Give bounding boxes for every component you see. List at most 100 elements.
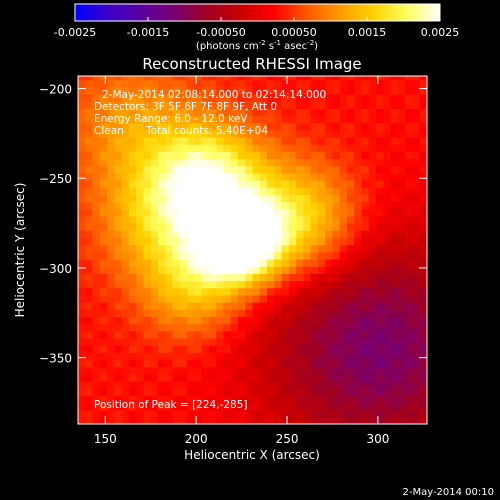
heatmap-cell bbox=[397, 165, 406, 174]
heatmap-cell bbox=[397, 144, 406, 152]
heatmap-cell bbox=[172, 258, 181, 267]
heatmap-cell bbox=[179, 208, 188, 217]
heatmap-cell bbox=[230, 395, 239, 404]
heatmap-cell bbox=[419, 345, 427, 353]
heatmap-cell bbox=[397, 287, 406, 296]
heatmap-cell bbox=[237, 122, 246, 131]
heatmap-cell bbox=[412, 79, 421, 88]
heatmap-cell bbox=[252, 76, 261, 81]
heatmap-cell bbox=[397, 345, 406, 353]
heatmap-cell bbox=[237, 380, 246, 389]
heatmap-cell bbox=[281, 409, 290, 418]
heatmap-cell bbox=[85, 294, 94, 303]
heatmap-cell bbox=[92, 180, 101, 188]
heatmap-cell bbox=[136, 158, 145, 167]
heatmap-cell bbox=[99, 223, 108, 231]
heatmap-cell bbox=[230, 136, 239, 145]
heatmap-cell bbox=[339, 172, 348, 181]
heatmap-cell bbox=[361, 129, 370, 138]
heatmap-cell bbox=[78, 302, 86, 310]
heatmap-cell bbox=[288, 258, 297, 267]
heatmap-cell bbox=[114, 330, 123, 339]
heatmap-cell bbox=[172, 366, 181, 375]
heatmap-cell bbox=[237, 388, 246, 396]
heatmap-cell bbox=[201, 86, 210, 95]
heatmap-cell bbox=[383, 129, 392, 138]
heatmap-cell bbox=[339, 136, 348, 145]
heatmap-cell bbox=[85, 309, 94, 317]
heatmap-cell bbox=[201, 115, 210, 124]
heatmap-cell bbox=[157, 194, 166, 203]
heatmap-cell bbox=[274, 230, 283, 239]
heatmap-cell bbox=[412, 115, 421, 124]
heatmap-cell bbox=[405, 287, 414, 296]
heatmap-cell bbox=[194, 251, 203, 260]
heatmap-cell bbox=[397, 187, 406, 195]
heatmap-cell bbox=[383, 416, 392, 424]
heatmap-cell bbox=[397, 409, 406, 418]
heatmap-cell bbox=[136, 273, 145, 282]
heatmap-cell bbox=[136, 316, 145, 325]
heatmap-cell bbox=[179, 258, 188, 267]
heatmap-cell bbox=[85, 151, 94, 160]
heatmap-cell bbox=[85, 302, 94, 310]
heatmap-cell bbox=[150, 76, 159, 81]
heatmap-cell bbox=[237, 79, 246, 88]
heatmap-cell bbox=[412, 337, 421, 346]
heatmap-cell bbox=[376, 251, 384, 260]
heatmap-cell bbox=[390, 302, 399, 310]
heatmap-cell bbox=[165, 294, 174, 303]
heatmap-cell bbox=[310, 373, 319, 382]
heatmap-cell bbox=[187, 345, 195, 353]
heatmap-cell bbox=[259, 194, 268, 203]
heatmap-cell bbox=[150, 309, 159, 317]
heatmap-cell bbox=[347, 165, 355, 174]
heatmap-cell bbox=[230, 180, 239, 188]
heatmap-cell bbox=[172, 402, 181, 411]
heatmap-cell bbox=[237, 366, 246, 375]
heatmap-cell bbox=[310, 158, 319, 167]
heatmap-cell bbox=[208, 395, 217, 404]
heatmap-cell bbox=[339, 337, 348, 346]
heatmap-cell bbox=[303, 223, 312, 231]
heatmap-cell bbox=[376, 76, 384, 81]
heatmap-cell bbox=[376, 208, 384, 217]
heatmap-cell bbox=[296, 115, 304, 124]
heatmap-cell bbox=[354, 144, 363, 152]
heatmap-cell bbox=[339, 76, 348, 81]
heatmap-cell bbox=[237, 359, 246, 368]
heatmap-cell bbox=[179, 366, 188, 375]
heatmap-cell bbox=[419, 86, 427, 95]
heatmap-cell bbox=[245, 373, 254, 382]
heatmap-cell bbox=[157, 352, 166, 361]
heatmap-cell bbox=[114, 187, 123, 195]
heatmap-cell bbox=[390, 380, 399, 389]
heatmap-cell bbox=[194, 201, 203, 210]
heatmap-cell bbox=[397, 223, 406, 231]
heatmap-cell bbox=[252, 409, 261, 418]
heatmap-cell bbox=[230, 158, 239, 167]
heatmap-cell bbox=[281, 115, 290, 124]
heatmap-cell bbox=[368, 180, 377, 188]
heatmap-cell bbox=[150, 208, 159, 217]
heatmap-cell bbox=[405, 273, 414, 282]
heatmap-cell bbox=[376, 93, 384, 102]
heatmap-cell bbox=[216, 108, 225, 117]
heatmap-cell bbox=[165, 115, 174, 124]
heatmap-cell bbox=[376, 409, 384, 418]
chart-title: Reconstructed RHESSI Image bbox=[142, 55, 361, 73]
heatmap-cell bbox=[201, 409, 210, 418]
heatmap-cell bbox=[390, 208, 399, 217]
heatmap-cell bbox=[245, 409, 254, 418]
heatmap-cell bbox=[347, 258, 355, 267]
heatmap-cell bbox=[361, 373, 370, 382]
heatmap-cell bbox=[296, 144, 304, 152]
heatmap-cell bbox=[216, 86, 225, 95]
heatmap-cell bbox=[310, 115, 319, 124]
heatmap-cell bbox=[85, 172, 94, 181]
heatmap-cell bbox=[259, 409, 268, 418]
heatmap-cell bbox=[99, 165, 108, 174]
heatmap-cell bbox=[187, 294, 195, 303]
heatmap-cell bbox=[296, 287, 304, 296]
heatmap-cell bbox=[383, 352, 392, 361]
